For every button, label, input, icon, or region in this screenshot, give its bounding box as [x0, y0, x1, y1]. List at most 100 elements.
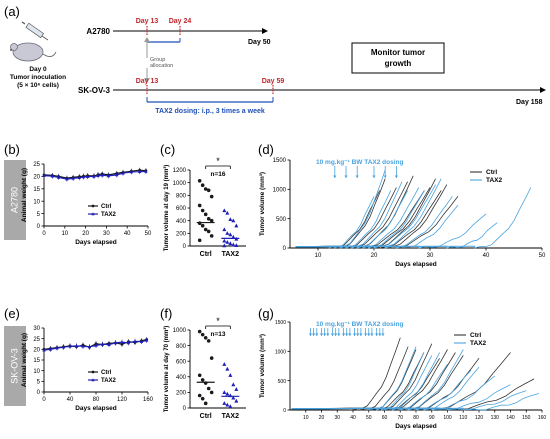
scatter-point-ctrl: [206, 386, 211, 391]
panel-label-a: (a): [4, 4, 20, 19]
curve-tax2: [295, 190, 408, 249]
scatter-point-ctrl: [203, 187, 208, 191]
y-tick-label: 1000: [173, 328, 187, 334]
dosing-arrowhead: [312, 333, 316, 336]
legend-marker: [91, 212, 95, 216]
x-tick-label: 60: [382, 415, 388, 421]
curve-ctrl: [291, 346, 409, 411]
scatter-point-ctrl: [209, 218, 214, 223]
panel-label-b: (b): [4, 142, 20, 157]
dosing-arrowhead: [364, 333, 368, 336]
scatter-point-tax2: [234, 387, 239, 391]
curve-tax2: [291, 363, 448, 411]
legend-label: Ctrl: [101, 204, 112, 210]
dosing-arrowhead: [394, 175, 398, 178]
x-axis-label: Days elapsed: [395, 423, 437, 430]
legend-label: TAX2: [101, 212, 117, 218]
inoculation-day: Day 0: [29, 66, 47, 73]
curve-tax2: [295, 184, 436, 249]
timeline-a2780-start: Day 13: [136, 18, 159, 25]
data-point-tax2: [121, 171, 125, 175]
legend-marker: [91, 204, 95, 208]
category-label: Ctrl: [200, 251, 212, 258]
scatter-point-ctrl: [209, 390, 214, 395]
data-point-tax2: [42, 348, 46, 352]
x-tick-label: 40: [483, 253, 490, 259]
group-allocation-line1: Group: [150, 57, 165, 63]
dosing-arrowhead: [315, 333, 319, 336]
curve-tax2: [291, 352, 425, 411]
data-point-tax2: [81, 344, 85, 348]
sidebar-a2780: A2780: [4, 160, 26, 240]
x-tick-label: 0: [42, 397, 46, 403]
y-tick-label: 600: [176, 359, 187, 365]
x-axis-label: Days elapsed: [75, 405, 117, 412]
curve-tax2: [295, 204, 459, 249]
curve-ctrl: [291, 358, 480, 411]
dosing-arrowhead: [323, 333, 327, 336]
y-tick-label: 500: [278, 379, 287, 385]
dosing-arrowhead: [372, 175, 376, 178]
curve-ctrl: [291, 378, 535, 411]
dosing-arrowhead: [308, 333, 313, 336]
data-point-tax2: [144, 169, 148, 173]
y-tick-label: 20: [33, 348, 40, 354]
sidebar-skov3-label: SK-OV-3: [9, 348, 19, 384]
scatter-point-tax2: [231, 395, 236, 400]
data-point-tax2: [126, 341, 131, 345]
panel-label-c: (c): [160, 142, 175, 157]
scatter-point-tax2: [231, 242, 236, 247]
curve-tax2: [295, 187, 532, 249]
data-point-tax2: [55, 346, 59, 350]
curve-tax2: [295, 196, 375, 249]
timeline-a2780-label: A2780: [86, 27, 110, 36]
scatter-point-ctrl: [197, 373, 202, 378]
scatter-point-ctrl: [200, 223, 205, 228]
curve-tax2: [295, 213, 487, 249]
y-tick-label: 5: [37, 380, 41, 386]
inoculation-label: Tumor inoculation: [10, 74, 66, 81]
dosing-arrowhead: [344, 175, 348, 178]
curve-tax2: [291, 352, 440, 411]
data-point-tax2: [133, 339, 137, 343]
dosing-arrowhead: [381, 333, 385, 336]
y-tick-label: 10: [33, 369, 40, 375]
scatter-point-tax2: [228, 241, 233, 246]
y-tick-label: 1000: [275, 350, 286, 356]
legend-marker: [91, 378, 95, 382]
dosing-arrowhead: [341, 333, 346, 336]
curve-tax2: [291, 393, 540, 411]
y-tick-label: 1000: [173, 181, 187, 187]
curve-tax2: [295, 178, 442, 249]
y-tick-label: 400: [176, 375, 187, 381]
y-axis-label: Animal weight (g): [21, 168, 28, 222]
mouse-icon: [10, 42, 57, 62]
dosing-label: 10 mg.kg⁻¹ BW TAX2 dosing: [316, 159, 403, 166]
dosing-arrowhead: [378, 333, 382, 336]
curve-ctrl: [291, 352, 456, 411]
y-tick-label: 1000: [273, 188, 287, 194]
scatter-point-ctrl: [203, 401, 208, 406]
legend-label: TAX2: [470, 340, 487, 347]
x-tick-label: 140: [506, 415, 515, 421]
sidebar-a2780-label: A2780: [9, 187, 19, 213]
legend-label: Ctrl: [101, 370, 112, 376]
curve-ctrl: [295, 187, 397, 249]
scatter-point-ctrl: [200, 396, 205, 401]
curve-tax2: [295, 190, 392, 249]
scatter-point-tax2: [222, 243, 227, 248]
x-tick-label: 80: [93, 397, 100, 403]
dosing-arrowhead: [337, 333, 341, 336]
category-label: Ctrl: [200, 413, 212, 420]
dosing-arrowhead: [356, 333, 360, 336]
x-tick-label: 50: [366, 415, 372, 421]
data-point-tax2: [106, 174, 111, 178]
x-tick-label: 50: [145, 231, 152, 237]
scatter-point-ctrl: [197, 203, 202, 208]
curve-ctrl: [291, 352, 511, 411]
data-point-tax2: [65, 177, 69, 181]
curve-tax2: [291, 375, 496, 411]
dosing-label: 10 mg.kg⁻¹ BW TAX2 dosing: [316, 321, 403, 328]
data-point-tax2: [87, 344, 92, 349]
